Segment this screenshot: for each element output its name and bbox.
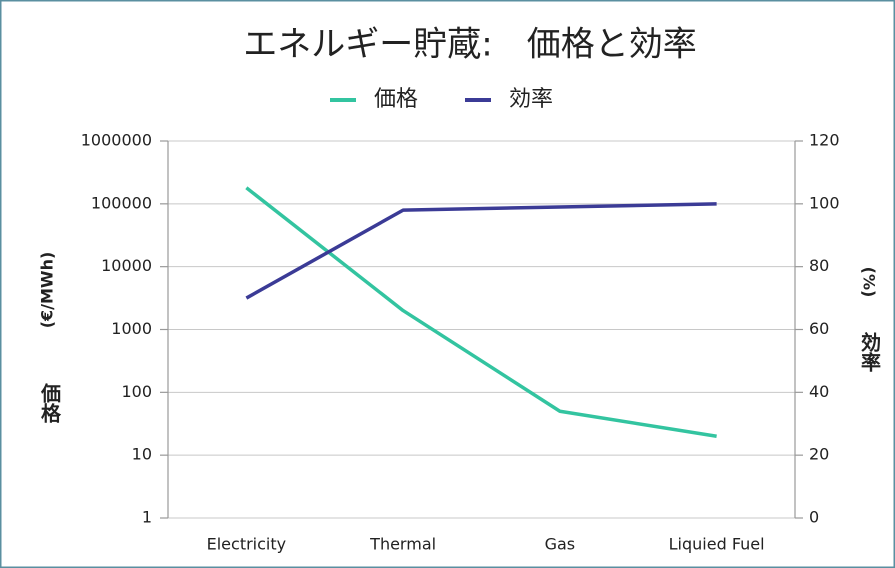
y2-tick-label: 20 [809,445,829,464]
y-tick-label: 100000 [91,193,152,212]
y-tick-label: 1 [142,508,152,527]
legend-label: 価格 [374,87,418,112]
y-axis-title: 価格 [38,382,62,424]
y-axis-unit: (€/MWh) [38,252,57,329]
x-tick-label: Liquied Fuel [669,535,765,554]
x-tick-label: Gas [545,535,576,554]
y-tick-label: 10000 [101,256,152,275]
y2-tick-label: 40 [809,382,829,401]
x-tick-label: Thermal [369,535,436,554]
y-tick-label: 1000 [111,319,152,338]
x-tick-label: Electricity [207,535,286,554]
series-line [245,186,717,438]
chart-title: エネルギー貯蔵: 価格と効率 [243,25,696,65]
y2-tick-label: 0 [809,508,819,527]
y2-tick-label: 120 [809,131,840,150]
y-tick-label: 1000000 [81,131,152,150]
y2-tick-label: 60 [809,319,829,338]
y2-axis-title: 効率 [858,331,882,373]
y-tick-label: 10 [132,445,152,464]
y2-axis-unit: (%) [860,267,879,298]
y2-tick-label: 80 [809,256,829,275]
y-tick-label: 100 [121,382,152,401]
series-line [245,202,717,300]
y2-tick-label: 100 [809,193,840,212]
legend-label: 効率 [509,87,553,112]
